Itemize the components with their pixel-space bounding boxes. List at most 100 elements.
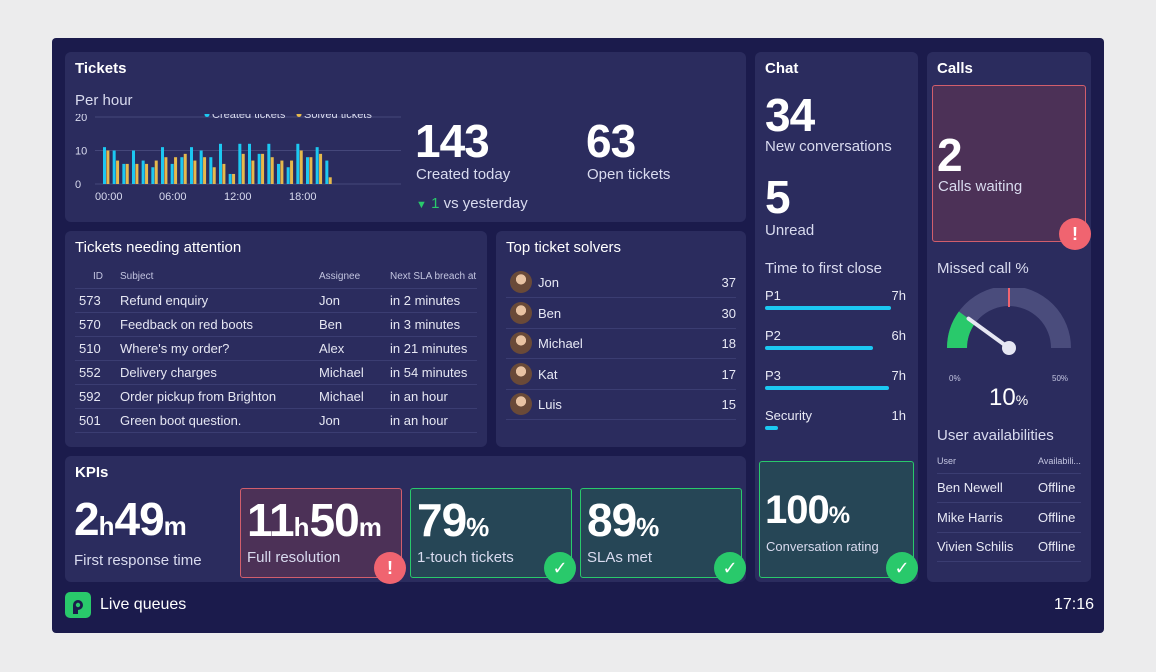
bar-solved [135,163,139,184]
cell-sla: in an hour [390,413,448,428]
cell-id: 552 [79,365,101,380]
chart-label: Per hour [75,92,133,109]
list-item[interactable]: Ben Newell Offline [937,474,1081,503]
priority-bar [765,426,907,430]
priority-bar-fill [765,386,889,390]
list-item[interactable]: Luis 15 [506,390,736,420]
avail-col-status: Availabili... [1038,456,1081,466]
kpi-first-response: 2h49m First response time [74,496,202,569]
alert-icon: ! [374,552,406,584]
col-id: ID [93,271,103,282]
table-row[interactable]: 573 Refund enquiry Jon in 2 minutes [75,289,477,313]
availability-header-row: User Availabili... [937,450,1081,474]
cell-subject: Green boot question. [120,413,242,428]
list-item[interactable]: Jon 37 [506,268,736,298]
cell-assignee: Michael [319,389,364,404]
solver-count: 37 [721,275,736,290]
bar-solved [125,163,129,184]
dashboard-frame: Tickets Per hour 20 10 0 00:00 06:00 12:00 18:… [52,38,1104,633]
cell-id: 501 [79,413,101,428]
rating-label: Conversation rating [766,539,879,554]
cell-sla: in 2 minutes [390,293,461,308]
bar-solved [193,160,197,184]
priority-value: 7h [891,368,906,383]
fr-label: Full resolution [247,549,341,566]
x-tick-label: 06:00 [159,191,187,203]
table-row[interactable]: 592 Order pickup from Brighton Michael in a… [75,385,477,409]
frt-minutes-unit: m [163,511,187,541]
y-tick-label: 10 [75,146,87,158]
attention-panel: Tickets needing attention ID Subject Ass… [65,231,487,447]
x-tick-label: 00:00 [95,191,123,203]
priority-label: Security [765,408,812,423]
list-item[interactable]: Vivien Schilis Offline [937,533,1081,562]
frt-hours: 2 [74,493,100,545]
gauge-max-label: 50% [1052,374,1069,383]
priority-label: P3 [765,368,781,383]
bar-solved [241,153,245,184]
bar-created [306,157,309,184]
missed-call-title: Missed call % [937,260,1029,277]
table-row[interactable]: 552 Delivery charges Michael in 54 minutes [75,361,477,385]
cell-subject: Order pickup from Brighton [120,389,277,404]
calls-waiting-value: 2 [937,129,963,181]
gauge-min-label: 0% [949,374,961,383]
priority-bar-fill [765,346,873,350]
list-item[interactable]: Mike Harris Offline [937,504,1081,533]
bar-created [170,163,174,184]
legend-dot [204,114,210,117]
cell-sla: in an hour [390,389,448,404]
bar-solved [154,160,158,184]
open-tickets-label: Open tickets [587,166,671,183]
rating-value: 100 [765,488,830,532]
y-tick-label: 0 [75,179,81,191]
created-today-label: Created today [416,166,511,183]
cell-id: 510 [79,341,101,356]
priority-bar-fill [765,426,778,430]
rating-unit: % [828,502,851,529]
created-today-value: 143 [415,115,490,167]
priority-label: P2 [765,328,781,343]
bar-created [277,163,280,184]
bar-created [112,150,116,184]
cell-sla: in 3 minutes [390,317,461,332]
avail-user: Mike Harris [937,509,1003,525]
attention-title: Tickets needing attention [75,239,242,256]
avail-status: Offline [1038,539,1076,554]
priority-label: P1 [765,288,781,303]
bar-solved [328,177,332,184]
legend-label: Solved tickets [304,114,372,121]
avail-user: Vivien Schilis [937,539,1014,554]
table-row[interactable]: 501 Green boot question. Jon in an hour [75,409,477,433]
cell-assignee: Jon [319,413,340,428]
list-item[interactable]: Michael 18 [506,329,736,359]
bar-solved [299,150,303,184]
solver-name: Luis [538,397,562,412]
bar-created [325,160,329,184]
bar-solved [164,157,168,184]
table-row[interactable]: 510 Where's my order? Alex in 21 minutes [75,337,477,361]
bar-created [141,160,145,184]
availability-title: User availabilities [937,427,1054,444]
bar-created [228,173,232,184]
attention-header-row: ID Subject Assignee Next SLA breach at [75,267,477,289]
bar-created [199,150,203,184]
alert-icon: ! [1059,218,1091,250]
avatar [510,332,532,354]
table-row[interactable]: 570 Feedback on red boots Ben in 3 minutes [75,313,477,337]
bar-created [103,147,106,184]
app-logo-icon [65,592,91,618]
list-item[interactable]: Ben 30 [506,299,736,329]
legend-dot [296,114,302,117]
solver-name: Ben [538,305,562,321]
priority-value: 1h [891,408,906,423]
bar-solved [203,157,207,184]
bar-solved [280,160,284,184]
solver-count: 18 [721,336,736,351]
avail-status: Offline [1038,509,1076,525]
list-item[interactable]: Kat 17 [506,360,736,390]
bar-solved [309,157,313,184]
priority-bar [765,346,907,350]
bar-solved [290,160,294,184]
bar-created [257,153,261,184]
